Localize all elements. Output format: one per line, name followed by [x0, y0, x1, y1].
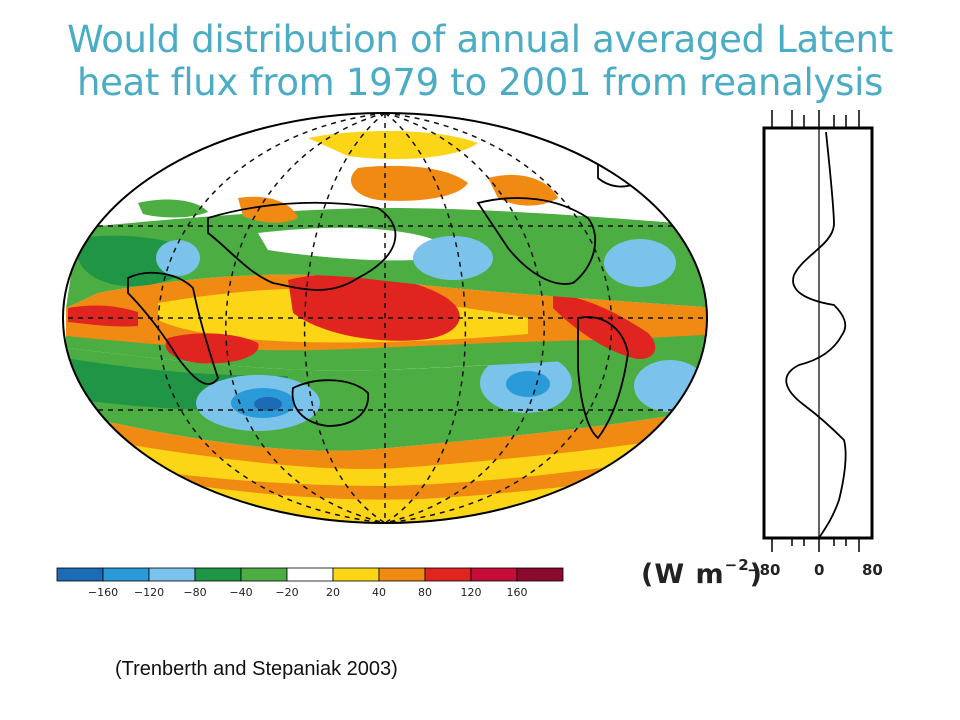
- colorbar-swatch: [148, 567, 196, 582]
- coastline-africa: [127, 271, 219, 385]
- colorbar-swatch: [424, 567, 472, 582]
- south-atlantic-low: [634, 360, 706, 412]
- units-label: (W m−2): [641, 556, 764, 590]
- zonal-tick-label: 0: [814, 561, 825, 579]
- colorbar-tick-label: −120: [134, 586, 164, 599]
- profile-frame: [762, 126, 874, 540]
- colorbar-tick-label: 80: [418, 586, 432, 599]
- coastline-south-america: [577, 316, 629, 440]
- colorbar-swatch: [56, 567, 104, 582]
- colorbar-swatch: [470, 567, 518, 582]
- citation-caption: (Trenberth and Stepaniak 2003): [115, 658, 398, 680]
- coastline-eurasia: [207, 201, 397, 291]
- slide-title: Would distribution of annual averaged La…: [0, 18, 960, 104]
- colorbar-tick-label: −20: [275, 586, 298, 599]
- colorbar-swatch: [378, 567, 426, 582]
- coastline-australia: [291, 379, 369, 427]
- units-text: (W m: [641, 559, 725, 590]
- units-exponent: −2: [724, 556, 750, 574]
- colorbar-labels: −160 −120 −80 −40 −20 20 40 80 120 160: [88, 586, 528, 599]
- north-atlantic-low: [604, 239, 676, 287]
- slide-title-line-1: Would distribution of annual averaged La…: [67, 18, 893, 61]
- colorbar-tick-label: −160: [88, 586, 118, 599]
- zonal-mean-profile: [762, 110, 874, 552]
- colorbar-swatches: [56, 567, 564, 582]
- west-pacific-max: [288, 273, 460, 341]
- colorbar: −160 −120 −80 −40 −20 20 40 80 120 160: [56, 567, 564, 599]
- colorbar-swatch: [516, 567, 564, 582]
- colorbar-tick-label: 20: [326, 586, 340, 599]
- colorbar-tick-label: −80: [183, 586, 206, 599]
- slide-title-line-2: heat flux from 1979 to 2001 from reanaly…: [76, 61, 884, 104]
- colorbar-swatch: [102, 567, 150, 582]
- latent-heat-flux-map: [62, 112, 708, 524]
- colorbar-tick-label: 120: [461, 586, 482, 599]
- colorbar-tick-label: 160: [507, 586, 528, 599]
- colorbar-swatch: [194, 567, 242, 582]
- coastline-north-america: [476, 197, 597, 285]
- zonal-tick-label: −80: [747, 561, 781, 579]
- colorbar-tick-label: −40: [229, 586, 252, 599]
- north-pacific-low: [413, 236, 493, 280]
- colorbar-swatch: [240, 567, 288, 582]
- colorbar-swatch: [332, 567, 380, 582]
- colorbar-tick-label: 40: [372, 586, 386, 599]
- profile-curve: [785, 131, 847, 539]
- zonal-tick-label: 80: [862, 561, 883, 579]
- colorbar-swatch: [286, 567, 334, 582]
